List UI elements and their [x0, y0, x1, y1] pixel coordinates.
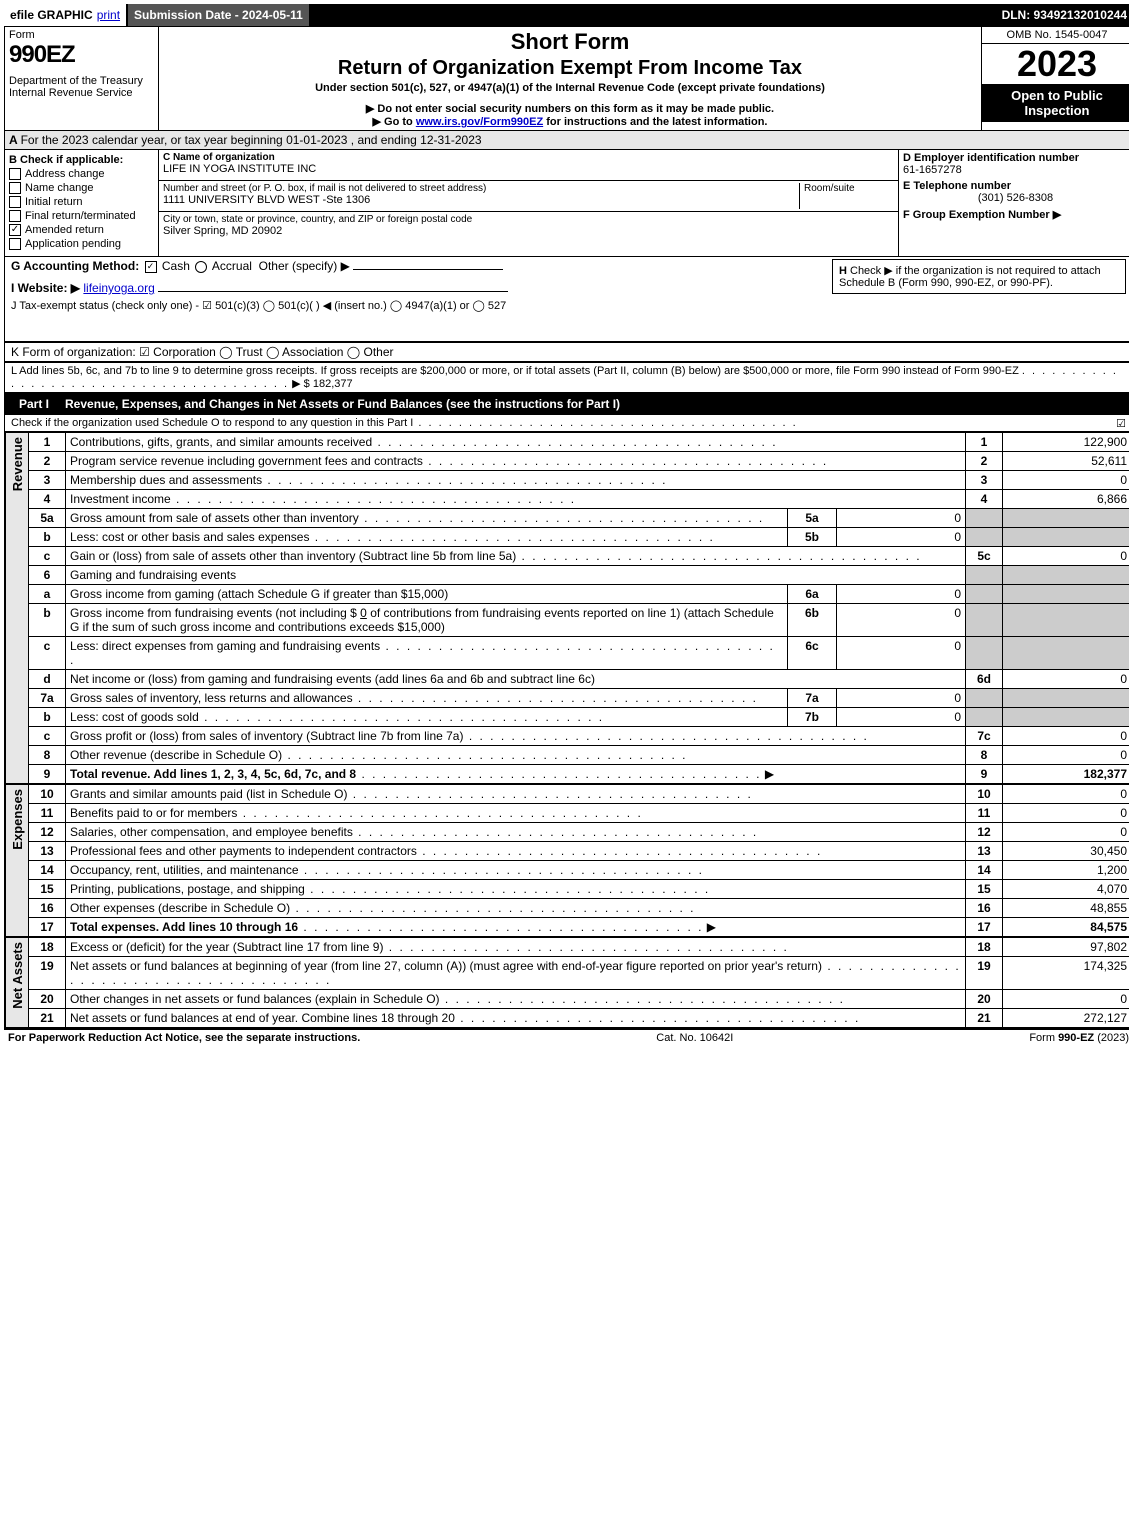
omb-number: OMB No. 1545-0047 — [982, 27, 1129, 44]
form-label: Form — [9, 29, 154, 41]
chk-address-label: Address change — [25, 168, 105, 180]
form-container: Form 990EZ Department of the Treasury In… — [4, 26, 1129, 1029]
chk-amended-label: Amended return — [25, 224, 104, 236]
col-c: C Name of organization LIFE IN YOGA INST… — [159, 150, 899, 256]
g-label: G Accounting Method: — [11, 259, 139, 273]
net-assets-table: 18Excess or (deficit) for the year (Subt… — [28, 937, 1129, 1028]
gross-receipts: 182,377 — [313, 378, 353, 390]
expenses-section: Expenses 10Grants and similar amounts pa… — [5, 784, 1129, 937]
submission-date: Submission Date - 2024-05-11 — [128, 4, 309, 26]
chk-final[interactable] — [9, 210, 21, 222]
website-label: I Website: ▶ — [11, 281, 80, 295]
section-bcdef: B Check if applicable: Address change Na… — [5, 150, 1129, 257]
expenses-side-label: Expenses — [10, 785, 25, 854]
goto-prefix: ▶ Go to — [373, 116, 416, 128]
footer-left: For Paperwork Reduction Act Notice, see … — [8, 1032, 360, 1044]
revenue-side-label: Revenue — [10, 433, 25, 495]
net-side-label: Net Assets — [10, 938, 25, 1013]
row-k: K Form of organization: ☑ Corporation ◯ … — [5, 342, 1129, 362]
chk-address[interactable] — [9, 168, 21, 180]
form-number: 990EZ — [9, 41, 154, 69]
ein-label: D Employer identification number — [903, 152, 1079, 164]
schedule-o-check: ☑ — [1116, 417, 1126, 430]
other-label: Other (specify) ▶ — [259, 259, 350, 273]
website-link[interactable]: lifeinyoga.org — [83, 281, 154, 295]
ein-value: 61-1657278 — [903, 164, 962, 176]
row-g-to-j: H Check ▶ if the organization is not req… — [5, 257, 1129, 342]
print-link[interactable]: print — [97, 8, 120, 22]
dln: DLN: 93492132010244 — [996, 4, 1129, 26]
form-header: Form 990EZ Department of the Treasury In… — [5, 27, 1129, 131]
footer-mid: Cat. No. 10642I — [656, 1032, 733, 1044]
efile-label: efile GRAPHIC print — [4, 4, 128, 26]
form-title: Short Form — [165, 29, 975, 55]
goto-suffix: for instructions and the latest informat… — [543, 116, 767, 128]
j-tax-status: J Tax-exempt status (check only one) - ☑… — [11, 299, 1126, 312]
cash-label: Cash — [162, 259, 190, 273]
part-i-sub: Check if the organization used Schedule … — [5, 415, 1129, 432]
revenue-table: 1Contributions, gifts, grants, and simil… — [28, 432, 1129, 784]
chk-name[interactable] — [9, 182, 21, 194]
accrual-label: Accrual — [212, 259, 252, 273]
col-b: B Check if applicable: Address change Na… — [5, 150, 159, 256]
part-i-header: Part I Revenue, Expenses, and Changes in… — [5, 393, 1129, 415]
row-a: A For the 2023 calendar year, or tax yea… — [5, 131, 1129, 150]
phone-label: E Telephone number — [903, 180, 1011, 192]
chk-pending[interactable] — [9, 238, 21, 250]
org-name-label: C Name of organization — [163, 152, 894, 163]
col-def: D Employer identification number61-16572… — [899, 150, 1129, 256]
chk-pending-label: Application pending — [25, 238, 121, 250]
form-subtitle: Return of Organization Exempt From Incom… — [165, 57, 975, 80]
expenses-table: 10Grants and similar amounts paid (list … — [28, 784, 1129, 937]
room-label: Room/suite — [804, 183, 894, 194]
footer-right: Form 990-EZ (2023) — [1029, 1032, 1129, 1044]
irs-link[interactable]: www.irs.gov/Form990EZ — [416, 116, 543, 128]
city-label: City or town, state or province, country… — [163, 214, 894, 225]
inspection-label: Open to Public Inspection — [982, 84, 1129, 122]
dept-label: Department of the Treasury Internal Reve… — [9, 75, 154, 99]
chk-final-label: Final return/terminated — [25, 210, 136, 222]
chk-name-label: Name change — [25, 182, 94, 194]
h-box: H Check ▶ if the organization is not req… — [832, 259, 1126, 294]
street-value: 1111 UNIVERSITY BLVD WEST -Ste 1306 — [163, 194, 799, 206]
net-assets-section: Net Assets 18Excess or (deficit) for the… — [5, 937, 1129, 1028]
tax-year: 2023 — [982, 44, 1129, 84]
chk-accrual[interactable] — [195, 261, 207, 273]
group-exemption-label: F Group Exemption Number ▶ — [903, 209, 1061, 221]
row-l: L Add lines 5b, 6c, and 7b to line 9 to … — [5, 362, 1129, 393]
chk-cash[interactable] — [145, 261, 157, 273]
revenue-section: Revenue 1Contributions, gifts, grants, a… — [5, 432, 1129, 784]
chk-amended[interactable] — [9, 224, 21, 236]
warning-ssn: ▶ Do not enter social security numbers o… — [165, 102, 975, 115]
chk-initial[interactable] — [9, 196, 21, 208]
page-footer: For Paperwork Reduction Act Notice, see … — [4, 1029, 1129, 1046]
org-name: LIFE IN YOGA INSTITUTE INC — [163, 163, 894, 175]
street-label: Number and street (or P. O. box, if mail… — [163, 183, 799, 194]
top-bar: efile GRAPHIC print Submission Date - 20… — [4, 4, 1129, 26]
phone-value: (301) 526-8308 — [903, 192, 1128, 204]
city-value: Silver Spring, MD 20902 — [163, 225, 894, 237]
chk-initial-label: Initial return — [25, 196, 82, 208]
under-section: Under section 501(c), 527, or 4947(a)(1)… — [165, 82, 975, 94]
